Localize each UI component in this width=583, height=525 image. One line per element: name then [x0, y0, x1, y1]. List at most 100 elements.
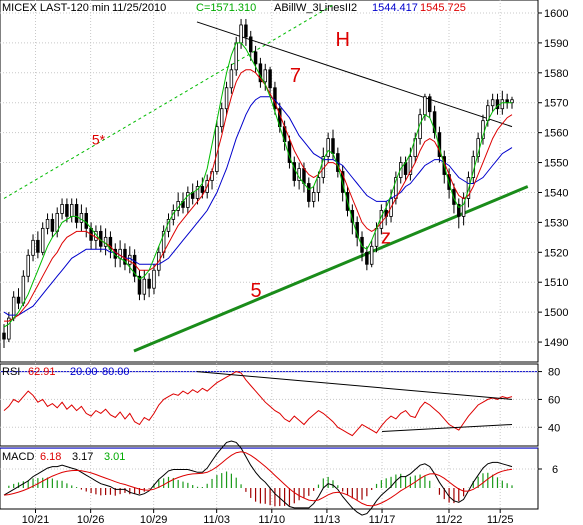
candle-body — [273, 87, 277, 110]
macd-value-2: 3.17 — [72, 451, 93, 463]
wave-label: 7 — [290, 65, 301, 87]
candle-body — [408, 156, 413, 175]
price-tick-label: 1590 — [544, 38, 568, 50]
candle-body — [263, 69, 267, 83]
ma-slow-line — [3, 96, 513, 316]
candle-body — [398, 162, 403, 178]
wave-label: 5 — [250, 280, 261, 302]
price-tick-label: 1540 — [544, 187, 568, 199]
wave-label: z — [381, 226, 391, 248]
candle-body — [311, 192, 316, 202]
indicator-value-1: 1544.417 — [372, 2, 418, 14]
price-tick-label: 1600 — [544, 8, 568, 20]
candle-body — [302, 168, 306, 184]
rsi-plot — [3, 371, 513, 437]
candle-body — [428, 96, 432, 113]
rsi-lower-level: 20.00 — [70, 366, 98, 378]
indicator-value-2: 1545.725 — [420, 2, 466, 14]
candle-body — [65, 204, 69, 217]
time-tick-label: 11/10 — [258, 514, 285, 525]
candle-body — [84, 213, 88, 229]
macd-signal-line — [3, 451, 513, 507]
candle-body — [229, 69, 234, 89]
chart-date: 11/25/2010 — [112, 2, 166, 14]
candle-body — [268, 69, 272, 89]
rsi-tick-label: 40 — [548, 422, 560, 434]
price-tick-label: 1580 — [544, 68, 568, 80]
rsi-label: RSI — [2, 366, 20, 378]
price-tick-label: 1560 — [544, 128, 568, 140]
rsi-support-line — [382, 424, 513, 432]
candle-body — [16, 296, 21, 304]
candle-body — [224, 87, 229, 110]
ma-fast-line — [3, 42, 512, 328]
time-tick-label: 11/25 — [487, 514, 514, 525]
moving-averages — [3, 42, 513, 328]
time-tick-label: 11/17 — [369, 514, 396, 525]
candle-body — [70, 204, 74, 217]
candle-body — [490, 99, 495, 107]
chart-title: MICEX LAST-120 min — [2, 2, 110, 14]
candle-body — [79, 213, 84, 223]
candle-body — [360, 236, 364, 253]
macd-line — [3, 440, 513, 516]
candle-body — [147, 278, 151, 289]
rsi-panel-frame — [0, 363, 539, 447]
candle-body — [74, 204, 79, 223]
candle-body — [152, 269, 156, 289]
price-panel-frame — [0, 0, 539, 363]
close-readout: C=1571.310 — [196, 2, 256, 14]
candle-body — [457, 204, 461, 217]
rsi-resistance-line — [196, 371, 513, 400]
price-tick-label: 1570 — [544, 98, 568, 110]
candle-body — [45, 218, 50, 229]
candle-body — [249, 36, 253, 53]
candle-body — [128, 254, 132, 265]
rsi-value: 62.91 — [28, 366, 56, 378]
wave-annotations: 7 H 5* 5 z — [92, 29, 391, 302]
candle-body — [60, 204, 64, 214]
candle-body — [326, 138, 330, 157]
price-tick-label: 1530 — [544, 217, 568, 229]
rsi-tick-label: 80 — [548, 367, 560, 379]
candle-body — [21, 275, 26, 304]
candle-body — [186, 192, 190, 208]
price-tick-label: 1490 — [544, 337, 568, 349]
candle-body — [316, 177, 321, 193]
candle-body — [365, 251, 369, 265]
macd-plot — [3, 440, 513, 516]
resistance-line — [196, 21, 513, 128]
time-tick-label: 11/13 — [314, 514, 341, 525]
candle-body — [495, 99, 500, 110]
candle-body — [331, 138, 335, 154]
candle-body — [50, 218, 55, 232]
price-tick-label: 1510 — [544, 277, 568, 289]
candle-body — [369, 245, 374, 265]
macd-label: MACD — [2, 451, 34, 463]
time-tick-label: 11/22 — [436, 514, 463, 525]
candle-body — [200, 186, 205, 193]
candle-body — [432, 111, 437, 134]
candle-body — [239, 24, 243, 44]
rsi-tick-label: 60 — [548, 394, 560, 406]
candle-body — [244, 24, 248, 38]
candle-body — [2, 332, 6, 340]
rsi-grid — [0, 371, 538, 449]
time-tick-label: 11/03 — [203, 514, 230, 525]
candle-body — [423, 96, 427, 116]
candle-body — [36, 239, 40, 253]
rsi-line — [3, 371, 513, 437]
candle-body — [452, 189, 456, 205]
time-tick-label: 10/29 — [140, 514, 168, 525]
price-tick-label: 1550 — [544, 158, 568, 170]
rsi-upper-level: 80.00 — [102, 366, 130, 378]
macd-value-1: 6.18 — [40, 451, 61, 463]
time-tick-label: 10/26 — [77, 514, 105, 525]
candle-body — [195, 186, 200, 199]
time-tick-label: 10/21 — [22, 514, 50, 525]
wave-label: H — [335, 29, 349, 51]
axes: 1600 1590 1580 1570 1560 1550 1540 1530 1520 1510… — [22, 8, 569, 525]
candle-body — [142, 278, 147, 295]
candle-body — [123, 248, 127, 265]
